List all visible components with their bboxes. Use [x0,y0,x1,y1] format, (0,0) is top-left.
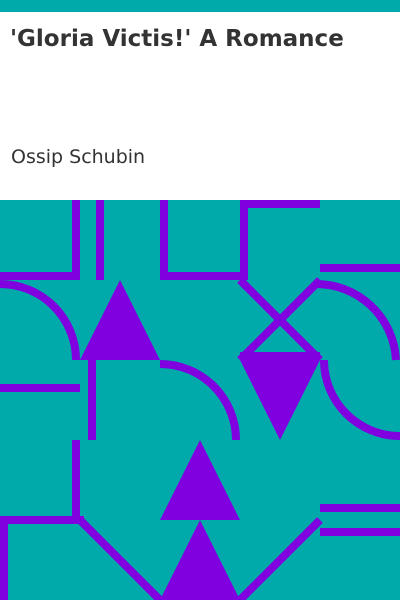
pattern-arc [315,279,400,361]
pattern-diagonal [237,517,323,600]
pattern-stripe [160,272,240,280]
pattern-stripe [88,360,96,440]
pattern-diagonal [77,517,163,600]
pattern-cross [237,277,323,363]
pattern-stripe [320,528,400,536]
pattern-stripe [160,200,168,280]
pattern-arc [159,360,240,441]
pattern-stripe [0,520,8,600]
pattern-triangle-up [80,280,160,360]
pattern-stripe [72,440,80,520]
pattern-stripe [0,516,84,524]
pattern-stripe [72,200,80,280]
pattern-triangle-up [160,520,240,600]
pattern-stripe [240,200,248,280]
pattern-arc [0,280,80,361]
book-author: Ossip Schubin [11,146,146,168]
pattern-triangle-up [160,440,240,520]
pattern-stripe [0,384,80,392]
cover-pattern [0,200,400,600]
pattern-stripe [240,200,320,208]
pattern-stripe [96,200,104,280]
book-title: 'Gloria Victis!' A Romance [10,26,344,52]
pattern-stripe [0,272,80,280]
pattern-stripe [320,264,400,272]
pattern-triangle-down [240,360,320,440]
top-accent-bar [0,0,400,12]
pattern-stripe [320,504,400,512]
pattern-arc [320,359,400,440]
pattern-stripe [240,352,320,360]
